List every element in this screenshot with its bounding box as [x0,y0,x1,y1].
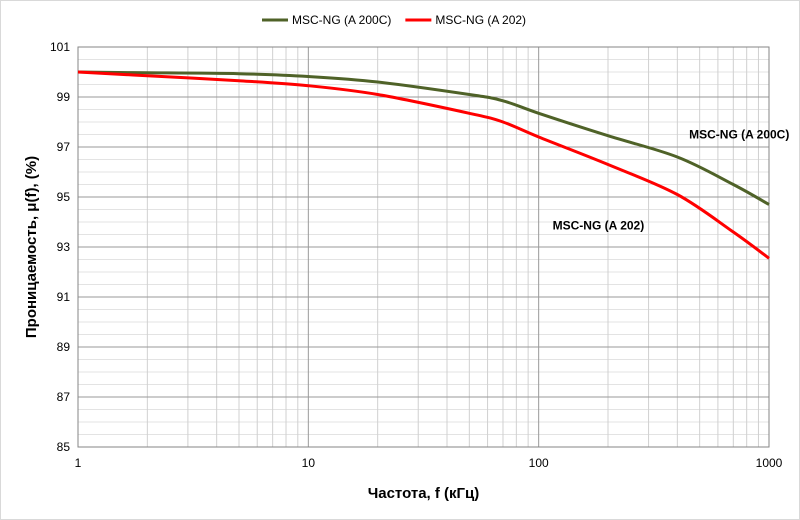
series-line-2 [77,70,770,260]
y-tick-label: 91 [57,290,71,304]
y-axis-title: Проницаемость, μ(f), (%) [23,156,40,338]
y-tick-label: 99 [57,90,71,104]
x-tick-label: 100 [529,456,549,470]
legend-label-1: MSC-NG (A 200C) [292,13,391,27]
y-tick-label: 85 [57,440,71,454]
y-tick-label: 89 [57,340,71,354]
series-line-1 [77,70,770,206]
y-tick-label: 87 [57,390,71,404]
x-axis-title: Частота, f (кГц) [368,485,480,502]
plot-area-border [77,46,770,448]
legend: MSC-NG (A 200C) MSC-NG (A 202) [262,13,526,27]
x-tick-label: 10 [302,456,316,470]
y-tick-label: 97 [57,140,71,154]
series-annotation-2: MSC-NG (A 202) [553,219,645,233]
annotations: MSC-NG (A 200C) MSC-NG (A 202) [553,127,790,232]
legend-label-2: MSC-NG (A 202) [435,13,526,27]
series-annotation-1: MSC-NG (A 200C) [689,127,789,141]
y-tick-label: 93 [57,240,71,254]
x-tick-label: 1 [75,456,82,470]
y-tick-label: 95 [57,190,71,204]
y-tick-label: 101 [50,40,70,54]
y-axis-ticks: 85 87 89 91 93 95 97 99 101 [50,40,70,454]
x-axis-ticks: 1 10 100 1000 [75,456,783,470]
series-lines [77,70,770,260]
major-gridlines [77,46,770,448]
x-tick-label: 1000 [756,456,783,470]
